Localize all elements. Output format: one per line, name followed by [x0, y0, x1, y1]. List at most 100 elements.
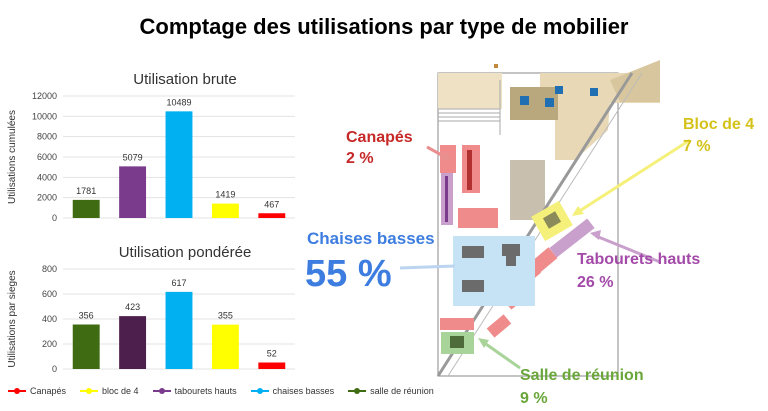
y-tick-label: 6000: [37, 152, 57, 162]
bar: [72, 199, 100, 218]
y-tick-label: 0: [52, 364, 57, 374]
accessibility-icon: [545, 98, 554, 107]
callout-tabourets-name: Tabourets hauts: [577, 251, 701, 268]
beige-zone: [438, 73, 502, 109]
bar-value-label: 355: [218, 311, 233, 321]
y-tick-label: 400: [42, 314, 57, 324]
bar-value-label: 1419: [215, 190, 235, 200]
callout-canapes-name: Canapés: [346, 129, 413, 146]
toilet-icon: [555, 86, 563, 94]
y-axis-label: Utilisations cumulées: [7, 110, 18, 204]
bar-value-label: 10489: [166, 97, 191, 107]
legend-item-chaises: chaises basses: [250, 386, 335, 396]
bar: [119, 166, 147, 218]
y-tick-label: 8000: [37, 132, 57, 142]
y-tick-label: 200: [42, 339, 57, 349]
building-outline: [437, 72, 619, 377]
canape-zone: [458, 208, 498, 228]
chaises-zone: [453, 236, 535, 306]
legend-swatch-icon: [348, 388, 367, 394]
legend-label: chaises basses: [272, 386, 335, 396]
canape-zone: [440, 145, 456, 173]
toilet-icon: [520, 96, 529, 105]
legend-swatch-icon: [80, 388, 99, 394]
tabourets-zone: [441, 173, 453, 225]
bar: [258, 362, 286, 369]
bar: [258, 213, 286, 218]
bar-value-label: 467: [264, 199, 279, 209]
y-tick-label: 4000: [37, 172, 57, 182]
legend-item-canapes: Canapés: [8, 386, 66, 396]
bar: [211, 324, 239, 369]
bar: [72, 324, 100, 369]
callout-reunion-pct: 9 %: [520, 390, 548, 407]
canape-zone: [462, 145, 480, 193]
y-tick-label: 600: [42, 289, 57, 299]
page-title: Comptage des utilisations par type de mo…: [139, 14, 629, 39]
canape-zone: [486, 314, 512, 338]
bloc4-furniture: [542, 211, 562, 229]
canape-zone: [440, 318, 474, 330]
bar: [211, 203, 239, 218]
bar-value-label: 52: [267, 349, 277, 359]
reunion-arrow-head: [478, 338, 489, 348]
stairs: [438, 80, 501, 135]
tabourets-arrow-head: [590, 230, 601, 240]
y-tick-label: 800: [42, 264, 57, 274]
canapes-arrow-head: [441, 151, 451, 160]
callout-chaises-name: Chaises basses: [307, 229, 435, 248]
chart-title-ponderee: Utilisation pondérée: [118, 244, 252, 261]
bar-value-label: 5079: [123, 152, 143, 162]
bar-value-label: 1781: [76, 186, 96, 196]
y-tick-label: 2000: [37, 193, 57, 203]
callout-chaises-pct: 55 %: [305, 253, 392, 295]
bar-chart-ponderee: Utilisations par sieges 0 200 400 600 800 356 4…: [7, 264, 295, 374]
bar-value-label: 617: [171, 278, 186, 288]
canape-furniture: [467, 150, 472, 190]
legend-swatch-icon: [8, 388, 26, 394]
bloc4-arrow-head: [572, 206, 584, 216]
legend-label: salle de réunion: [370, 386, 434, 396]
bar-value-label: 423: [125, 302, 140, 312]
y-tick-label: 0: [52, 213, 57, 223]
north-marker-icon: [494, 64, 498, 68]
bar: [165, 111, 193, 218]
legend-label: Canapés: [30, 386, 67, 396]
legend-swatch-icon: [152, 388, 171, 394]
core-zone: [510, 87, 558, 120]
toilet-icon: [590, 88, 598, 96]
beige-zone: [610, 60, 660, 102]
callout-canapes-pct: 2 %: [346, 150, 374, 167]
reunion-furniture: [450, 336, 464, 348]
callout-tabourets-pct: 26 %: [577, 274, 614, 291]
reunion-zone: [441, 332, 474, 354]
legend-swatch-icon: [250, 388, 269, 394]
legend-item-tabourets: tabourets hauts: [152, 386, 237, 396]
diagonal-wall: [436, 72, 634, 377]
chaises-furniture: [462, 244, 520, 292]
canapes-arrow: [426, 145, 448, 160]
y-tick-label: 10000: [32, 111, 57, 121]
bar-value-label: 356: [79, 311, 94, 321]
chaises-arrow: [399, 264, 456, 270]
legend-item-bloc4: bloc de 4: [80, 386, 139, 396]
callout-reunion-name: Salle de réunion: [520, 367, 644, 384]
legend-label: tabourets hauts: [174, 386, 237, 396]
y-tick-label: 12000: [32, 91, 57, 101]
bar: [119, 316, 147, 369]
callout-bloc4-pct: 7 %: [683, 138, 711, 155]
beige-zone: [540, 73, 660, 160]
chart-legend: Canapés bloc de 4 tabourets hauts chaise…: [8, 386, 434, 396]
diagonal-wall: [447, 72, 643, 377]
bloc4-zone: [531, 200, 573, 242]
y-axis-label: Utilisations par sieges: [7, 270, 18, 367]
reunion-arrow: [482, 340, 521, 370]
chart-title-brute: Utilisation brute: [133, 71, 237, 88]
bloc4-arrow: [577, 138, 691, 214]
bar: [165, 291, 193, 369]
canape-zone: [528, 247, 558, 275]
bar-chart-brute: Utilisations cumulées 0 2000 4000 6000 8000 10…: [7, 91, 295, 223]
canape-zone: [503, 286, 529, 310]
tabourets-furniture: [445, 176, 448, 222]
grey-zone: [510, 160, 545, 220]
